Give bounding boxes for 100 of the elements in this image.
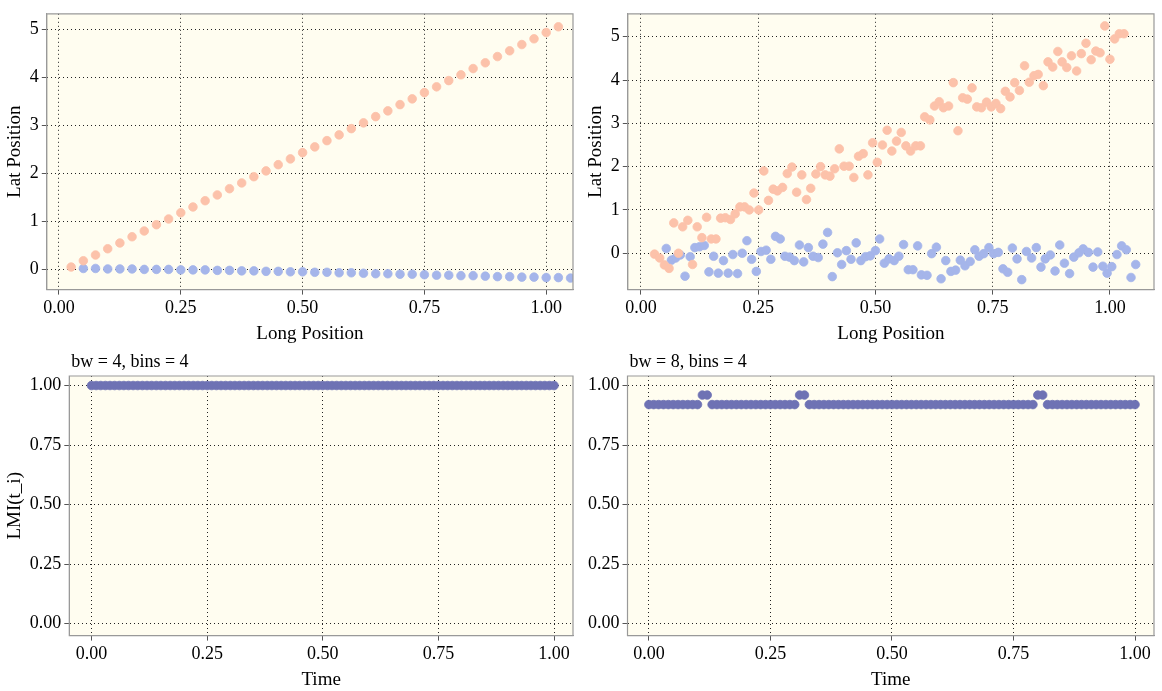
point [504, 46, 515, 56]
point [212, 190, 223, 200]
point [115, 264, 125, 274]
point [224, 265, 235, 276]
point [456, 270, 466, 281]
point [285, 267, 296, 277]
y-tick-label: 0.00 [588, 612, 620, 633]
y-tick-label: 5 [610, 25, 620, 46]
point [176, 208, 186, 218]
point [163, 214, 174, 224]
point [78, 256, 89, 266]
x-tick-label: 0.50 [307, 643, 339, 664]
point [358, 268, 369, 278]
point [517, 272, 527, 282]
y-tick-label: 0.50 [588, 493, 620, 514]
point [370, 111, 381, 122]
y-tick-label: 0.25 [29, 552, 62, 573]
x-tick-label: 0.00 [43, 297, 75, 318]
y-tick-label: 3 [29, 114, 39, 135]
point [103, 244, 113, 254]
point [249, 171, 259, 182]
point [468, 63, 478, 74]
x-tick-label: 0.25 [191, 643, 223, 664]
x-tick-label: 0.75 [997, 643, 1030, 664]
point [419, 87, 430, 98]
y-tick-label: 0.00 [29, 612, 62, 633]
y-tick-label: 0.75 [29, 433, 62, 454]
point [127, 232, 137, 242]
point [419, 270, 430, 280]
point [480, 58, 490, 68]
x-tick-label: 0.25 [165, 297, 197, 318]
x-tick-label: 1.00 [538, 643, 570, 664]
y-tick-label: 1 [610, 198, 620, 219]
point [492, 51, 503, 62]
x-axis-title: Long Position [256, 321, 364, 343]
point [127, 264, 137, 274]
point [395, 269, 405, 279]
point [66, 262, 76, 272]
point [297, 267, 308, 277]
point [322, 267, 332, 277]
x-tick-label: 0.00 [633, 643, 665, 664]
point [334, 130, 344, 140]
x-tick-label: 0.75 [976, 297, 1009, 318]
point [468, 270, 478, 281]
x-tick-label: 1.00 [530, 297, 562, 318]
point [90, 263, 101, 274]
y-axis-title: Lat Position [3, 105, 25, 198]
point [517, 39, 527, 50]
point [139, 226, 149, 236]
y-tick-label: 1.00 [29, 374, 62, 395]
x-tick-label: 0.75 [408, 297, 441, 318]
y-tick-label: 2 [610, 155, 620, 176]
chart-title: bw = 8, bins = 4 [629, 350, 747, 371]
point [529, 272, 539, 282]
x-axis-title: Time [301, 667, 341, 689]
point [115, 238, 125, 248]
point [90, 250, 101, 260]
point [273, 266, 283, 277]
point [431, 82, 442, 92]
point [236, 266, 247, 276]
point [78, 263, 89, 274]
point [346, 123, 357, 134]
point [249, 266, 259, 276]
x-axis-title: Time [871, 667, 911, 689]
x-tick-label: 0.25 [742, 297, 774, 318]
point [310, 267, 320, 277]
point [200, 196, 210, 206]
point [322, 135, 332, 146]
point [444, 270, 454, 280]
x-tick-label: 0.50 [859, 297, 892, 318]
point [346, 268, 357, 278]
point [529, 34, 539, 44]
point [310, 142, 320, 152]
y-tick-label: 2 [29, 162, 39, 183]
point [358, 118, 369, 128]
point [236, 178, 247, 188]
x-tick-label: 0.50 [876, 643, 908, 664]
point [297, 147, 308, 158]
x-tick-label: 0.00 [75, 643, 108, 664]
point [541, 272, 551, 283]
point [565, 273, 573, 283]
point [285, 154, 296, 164]
point [383, 106, 393, 116]
point [261, 166, 271, 176]
y-axis-title: Lat Position [584, 105, 606, 198]
point [176, 265, 186, 275]
x-tick-label: 0.75 [422, 643, 455, 664]
y-axis-title: LMI(t_i) [3, 472, 26, 540]
y-tick-label: 5 [29, 17, 39, 38]
point [407, 94, 417, 104]
x-tick-label: 0.25 [754, 643, 787, 664]
point [212, 265, 223, 276]
point [541, 27, 551, 38]
point [151, 220, 162, 230]
point [370, 269, 381, 279]
y-tick-label: 0.75 [588, 433, 620, 454]
y-tick-label: 0 [29, 258, 39, 279]
point [261, 266, 271, 277]
point [103, 264, 113, 274]
point [200, 265, 210, 275]
